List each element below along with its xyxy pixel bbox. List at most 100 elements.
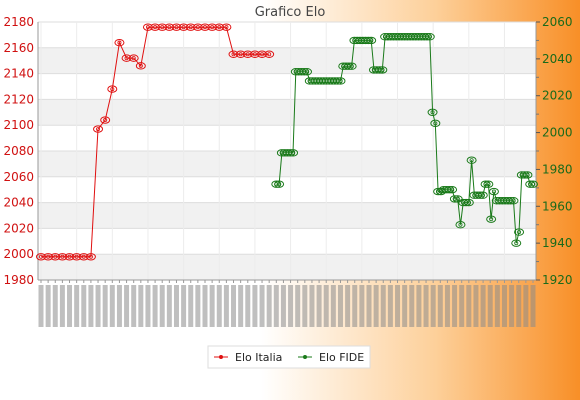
data-point-inner — [103, 118, 108, 123]
x-tick-label-block — [473, 285, 479, 327]
data-point-inner — [430, 110, 435, 115]
data-point-inner — [188, 25, 193, 30]
data-point-inner — [349, 64, 354, 69]
x-tick-label-block — [102, 285, 108, 327]
x-tick-label-block — [131, 285, 137, 327]
x-tick-label-block — [501, 285, 507, 327]
chart-title: Grafico Elo — [255, 5, 326, 20]
data-point-inner — [491, 189, 496, 194]
y-left-tick-label: 2160 — [3, 41, 34, 55]
x-tick-label-block — [444, 285, 450, 327]
legend-label: Elo FIDE — [319, 351, 364, 364]
x-tick-label-block — [487, 285, 493, 327]
x-tick-label-block — [387, 285, 393, 327]
grid-band — [38, 254, 536, 280]
data-point-inner — [466, 200, 471, 205]
x-tick-label-block — [216, 285, 222, 327]
data-point-inner — [46, 254, 51, 259]
data-point — [150, 23, 161, 31]
data-point — [228, 50, 239, 58]
data-point — [207, 23, 218, 31]
y-left-tick-label: 2100 — [3, 118, 34, 132]
data-point — [178, 23, 189, 31]
data-point — [135, 62, 146, 70]
data-point — [483, 180, 494, 188]
x-tick-label-block — [38, 285, 44, 327]
data-point — [377, 66, 388, 74]
x-tick-label-block — [238, 285, 244, 327]
x-tick-label-block — [459, 285, 465, 327]
x-tick-label-block — [316, 285, 322, 327]
y-left-tick-label: 2140 — [3, 67, 34, 81]
data-point — [85, 253, 96, 261]
data-point — [78, 253, 89, 261]
data-point — [192, 23, 203, 31]
data-point-inner — [138, 63, 143, 68]
x-tick-label-block — [430, 285, 436, 327]
x-tick-label-block — [202, 285, 208, 327]
x-tick-label-block — [416, 285, 422, 327]
x-tick-label-block — [181, 285, 187, 327]
x-tick-label-block — [152, 285, 158, 327]
x-tick-label-block — [359, 285, 365, 327]
data-point — [486, 215, 497, 223]
x-tick-label-block — [166, 285, 172, 327]
data-point — [274, 180, 285, 188]
series-layer — [36, 23, 538, 261]
data-point-inner — [145, 25, 150, 30]
data-point-inner — [455, 196, 460, 201]
data-point — [511, 239, 522, 247]
y-left-tick-label: 2060 — [3, 170, 34, 184]
data-point — [366, 36, 377, 45]
data-point — [522, 171, 533, 179]
data-point — [157, 23, 168, 31]
data-point-inner — [511, 198, 516, 203]
data-point-inner — [260, 52, 265, 57]
y-right-tick-label: 1920 — [542, 273, 573, 287]
data-point — [43, 253, 54, 261]
x-tick-label-block — [402, 285, 408, 327]
data-point — [452, 195, 463, 203]
legend-label: Elo Italia — [235, 351, 282, 364]
data-point — [257, 50, 268, 58]
data-point-inner — [202, 25, 207, 30]
x-tick-label-block — [245, 285, 251, 327]
x-tick-label-block — [409, 285, 415, 327]
x-tick-label-block — [302, 285, 308, 327]
x-tick-label-block — [373, 285, 379, 327]
y-left-tick-label: 2120 — [3, 92, 34, 106]
legend: Elo Italia Elo FIDE — [207, 345, 371, 369]
data-point — [430, 119, 441, 128]
x-tick-label-block — [480, 285, 486, 327]
data-point-inner — [525, 172, 530, 177]
data-point-inner — [338, 78, 343, 83]
data-point — [64, 253, 75, 261]
x-tick-label-block — [266, 285, 272, 327]
data-point-inner — [489, 217, 494, 222]
data-point-inner — [217, 25, 222, 30]
data-point — [447, 186, 458, 194]
data-point-inner — [231, 52, 236, 57]
x-tick-label-block — [259, 285, 265, 327]
legend-box — [207, 345, 371, 369]
data-point — [50, 253, 61, 261]
x-tick-label-block — [352, 285, 358, 327]
data-point-inner — [291, 150, 296, 155]
data-point-inner — [469, 158, 474, 163]
data-point-inner — [531, 182, 536, 187]
x-tick-label-block — [466, 285, 472, 327]
data-point — [427, 108, 438, 117]
data-point-inner — [81, 254, 86, 259]
data-point-inner — [245, 52, 250, 57]
data-point — [93, 125, 104, 133]
data-point-inner — [160, 25, 165, 30]
grid-band — [38, 47, 536, 74]
x-tick-label-block — [209, 285, 215, 327]
data-point — [508, 197, 519, 205]
x-tick-label-block — [330, 285, 336, 327]
x-tick-label-block — [109, 285, 115, 327]
data-point-inner — [88, 254, 93, 259]
x-tick-label-block — [337, 285, 343, 327]
data-point-inner — [304, 69, 309, 74]
x-tick-label-block — [252, 285, 258, 327]
